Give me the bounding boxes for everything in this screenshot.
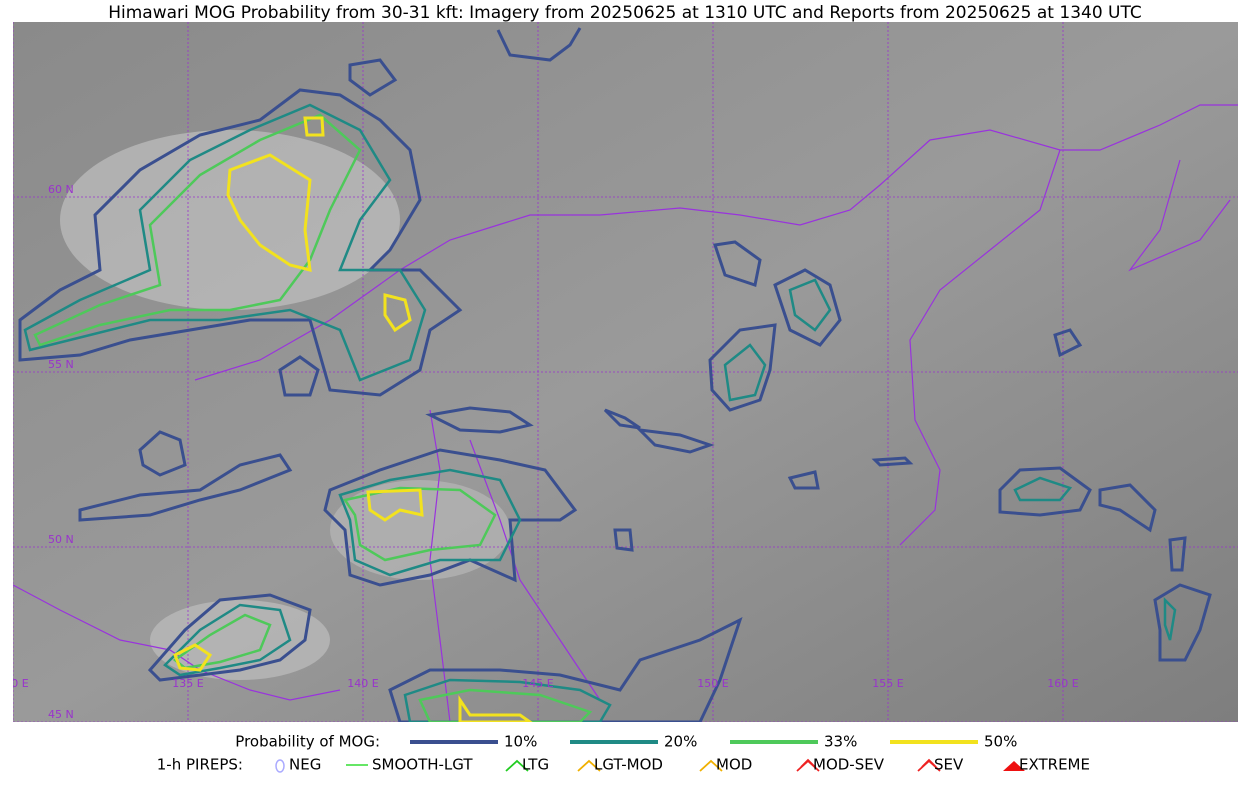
pirep-icon <box>796 758 820 772</box>
legend-entry: 50% <box>984 733 1017 751</box>
legend-entry: 10% <box>504 733 537 751</box>
legend-entry: SMOOTH-LGT <box>372 756 473 774</box>
lat-label: 45 N <box>48 708 74 721</box>
lon-labels: 130 E 135 E 140 E 145 E 150 E 155 E 160 E <box>0 677 1079 690</box>
lon-label: 145 E <box>522 677 553 690</box>
lat-label: 60 N <box>48 183 74 196</box>
cloud <box>60 130 400 310</box>
mog-contours <box>18 27 1212 722</box>
lon-label: 130 E <box>0 677 29 690</box>
legend: Probability of MOG: 10% 20% 33% 50% 1-h PIREP… <box>157 733 1090 774</box>
lon-label: 140 E <box>347 677 378 690</box>
legend-label: Probability of MOG: <box>235 733 380 751</box>
legend-label: 1-h PIREPS: <box>157 756 243 774</box>
legend-entry: SEV <box>934 756 964 774</box>
legend-entry: NEG <box>289 756 321 774</box>
lat-label: 50 N <box>48 533 74 546</box>
legend-entry: 33% <box>824 733 857 751</box>
pirep-icon <box>577 759 601 772</box>
legend-entry: EXTREME <box>1019 756 1090 774</box>
graticule <box>13 22 1238 722</box>
lon-label: 160 E <box>1047 677 1078 690</box>
legend-entry: MOD <box>716 756 752 774</box>
pirep-icon <box>505 759 529 772</box>
pirep-icon <box>699 759 723 772</box>
legend-entry: 20% <box>664 733 697 751</box>
legend-entry: LTG <box>522 756 549 774</box>
lon-label: 150 E <box>697 677 728 690</box>
lat-label: 55 N <box>48 358 74 371</box>
pirep-icon <box>275 759 285 773</box>
lon-label: 135 E <box>172 677 203 690</box>
lon-label: 155 E <box>872 677 903 690</box>
legend-entry: MOD-SEV <box>813 756 885 774</box>
pirep-icon <box>1003 761 1025 771</box>
map: 60 N 55 N 50 N 45 N 130 E 135 E 140 E 145 E 150… <box>0 22 1238 722</box>
lat-labels: 60 N 55 N 50 N 45 N <box>48 183 74 721</box>
pirep-icon <box>917 758 941 772</box>
legend-entry: LGT-MOD <box>594 756 663 774</box>
title: Himawari MOG Probability from 30-31 kft:… <box>108 3 1142 23</box>
